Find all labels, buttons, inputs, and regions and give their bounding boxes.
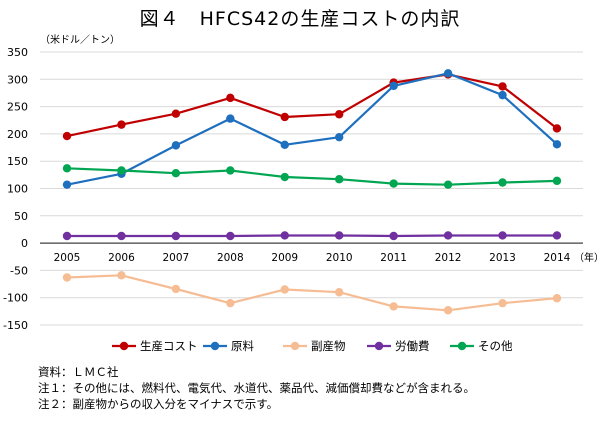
data-point	[389, 231, 398, 241]
data-point	[62, 180, 72, 189]
legend-label: 原料	[231, 339, 254, 353]
data-point	[498, 82, 507, 91]
chart-title: 図４ HFCS42の生産コストの内訳	[139, 8, 461, 30]
x-tick-label: 2009	[271, 252, 298, 264]
data-point	[171, 141, 181, 150]
data-point	[280, 140, 289, 150]
data-point	[498, 298, 507, 308]
note-2: 注２：副産物からの収入分をマイナスで示す。	[38, 397, 279, 411]
data-point	[443, 306, 453, 315]
y-tick-label: 250	[7, 101, 28, 114]
data-point	[171, 109, 181, 118]
legend-label: 労働費	[395, 339, 430, 353]
x-tick-label: 2014	[544, 252, 571, 264]
data-point	[389, 302, 398, 311]
data-point	[226, 114, 235, 123]
x-tick-label: 2010	[326, 252, 353, 264]
note-1: 注１：その他には、燃料代、電気代、水道代、薬品代、減価償却費などが含まれる。	[38, 381, 475, 395]
y-tick-label: 50	[14, 210, 28, 223]
data-point	[552, 140, 562, 149]
y-tick-label: 0	[21, 237, 28, 250]
data-point	[552, 124, 562, 133]
y-tick-label: 100	[7, 183, 28, 196]
data-point	[443, 231, 453, 240]
x-tick-label: 2006	[108, 252, 135, 264]
data-point	[552, 231, 562, 240]
data-point	[62, 131, 72, 141]
y-axis-unit: （米ドル／トン）	[40, 33, 120, 46]
data-point	[117, 231, 126, 241]
x-tick-label: 2008	[217, 252, 244, 264]
data-point	[280, 112, 289, 122]
data-point	[171, 284, 181, 294]
data-point	[443, 69, 453, 78]
data-point	[498, 231, 507, 240]
y-tick-label: -150	[3, 319, 28, 332]
y-tick-label: 200	[7, 128, 28, 141]
data-point	[62, 231, 72, 241]
legend-swatch-marker	[210, 341, 220, 351]
series-line-2	[66, 274, 558, 312]
data-point	[280, 231, 289, 240]
x-tick-label: 2011	[380, 252, 407, 264]
data-point	[280, 285, 289, 294]
legend-swatch-marker	[290, 341, 300, 351]
data-point	[443, 180, 453, 189]
data-point	[62, 273, 72, 282]
legend-swatch-marker	[457, 341, 467, 351]
data-point	[552, 176, 562, 186]
data-point	[389, 81, 398, 91]
data-point	[226, 231, 235, 241]
y-tick-label: 150	[7, 155, 28, 168]
x-tick-label: 2007	[163, 252, 190, 264]
series-line-3	[67, 234, 557, 238]
data-point	[335, 288, 344, 297]
data-point	[117, 120, 126, 129]
series-line-0	[66, 73, 558, 138]
notes: 資料：ＬＭＣ社 注１：その他には、燃料代、電気代、水道代、薬品代、減価償却費など…	[38, 364, 475, 412]
data-point	[280, 172, 289, 182]
legend-label: 生産コスト	[140, 339, 198, 353]
x-tick-label: 2013	[489, 252, 516, 264]
data-point	[335, 231, 344, 240]
legend-label: その他	[478, 339, 513, 353]
data-point	[335, 175, 344, 184]
data-point	[226, 93, 235, 103]
data-point	[335, 132, 344, 142]
data-point	[171, 169, 181, 178]
chart-svg: 350 300 250 200 150 100 50 0 -50 -100 -150 （米ドル／トン）…	[3, 33, 600, 353]
legend-swatch-marker	[374, 341, 384, 351]
data-point	[62, 164, 72, 173]
data-point	[226, 166, 235, 175]
y-tick-label: -50	[10, 264, 28, 277]
data-point	[226, 298, 235, 308]
data-point	[117, 166, 126, 175]
data-point	[498, 90, 507, 100]
y-tick-label: 300	[7, 73, 28, 86]
legend-swatch-marker	[119, 341, 129, 351]
y-tick-label: 350	[7, 46, 28, 59]
series-line-4	[66, 167, 558, 186]
y-tick-label: -100	[3, 292, 28, 305]
x-axis-unit: （年）	[574, 251, 600, 264]
data-point	[552, 294, 562, 303]
series-line-1	[66, 72, 558, 186]
data-point	[117, 271, 126, 280]
data-point	[498, 178, 507, 187]
source-note: 資料：ＬＭＣ社	[38, 365, 119, 379]
data-point	[335, 110, 344, 119]
x-tick-label: 2012	[435, 252, 462, 264]
data-point	[171, 231, 181, 241]
data-point	[389, 179, 398, 188]
legend-label: 副産物	[311, 339, 346, 353]
x-tick-label: 2005	[54, 252, 81, 264]
